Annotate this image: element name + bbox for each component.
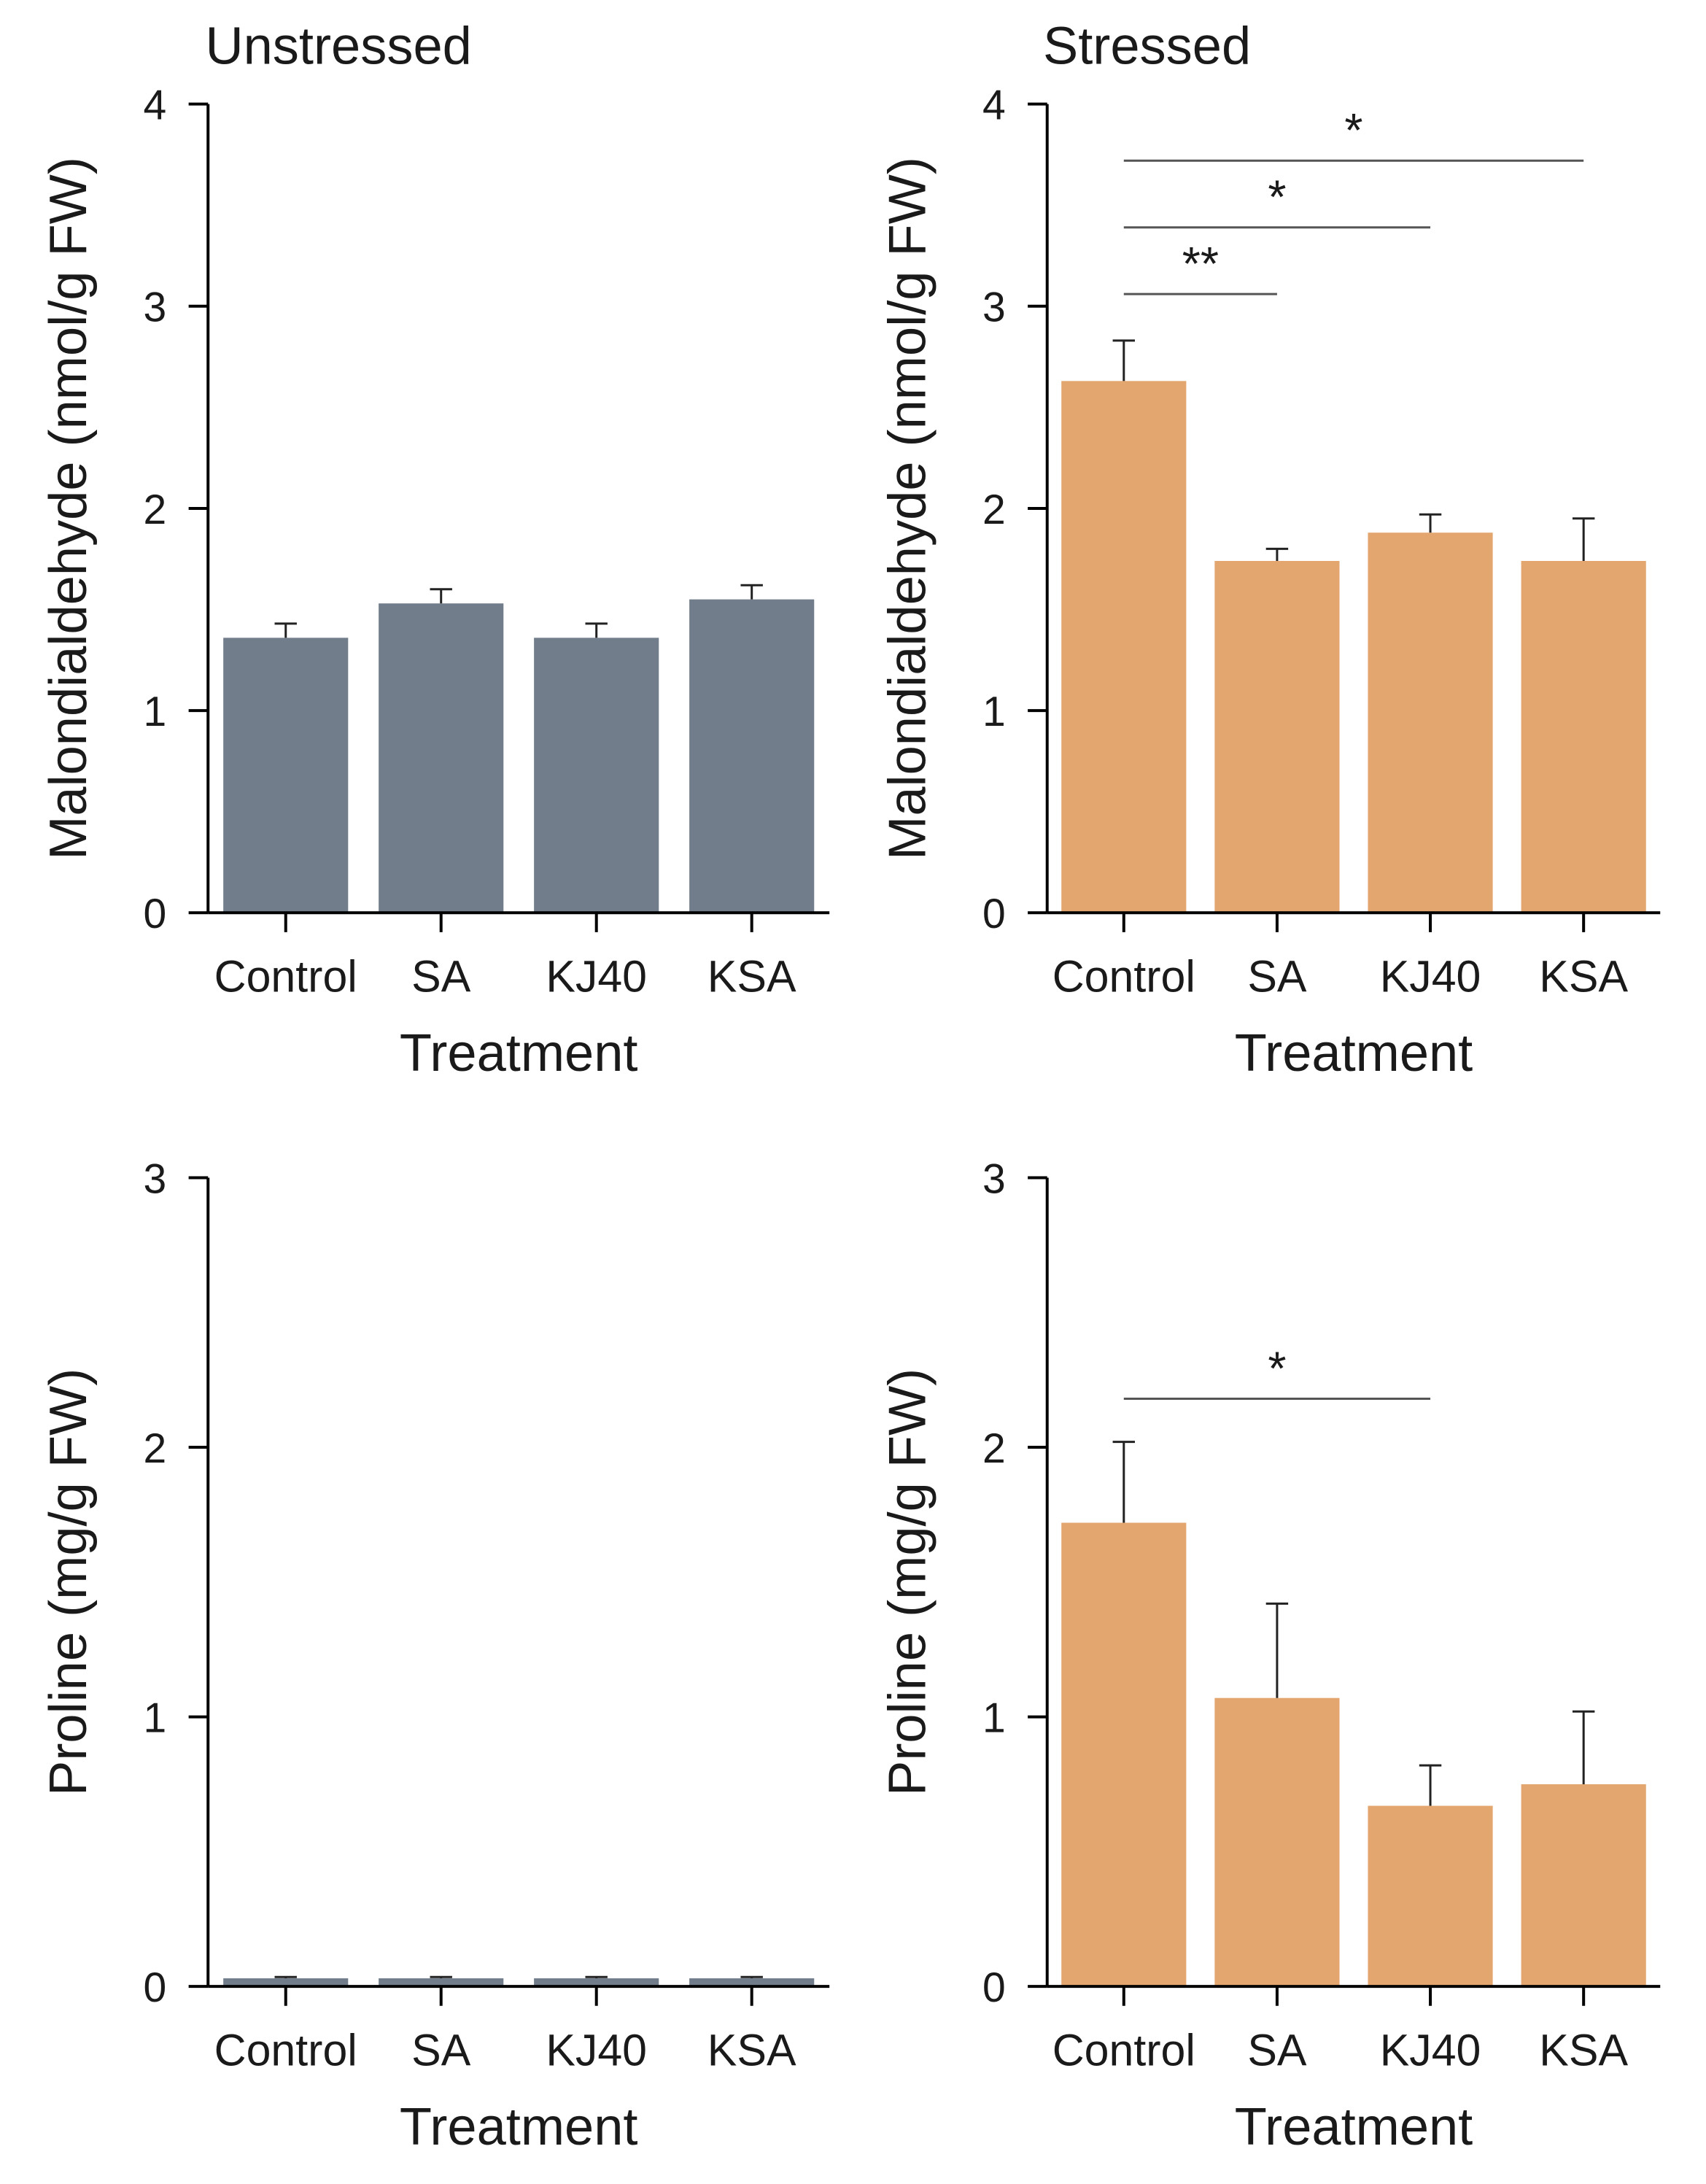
mda-unstressed-y-axis-label: Malondialdehyde (nmol/g FW) — [39, 157, 98, 860]
mda-unstressed-xtick-label-control: Control — [214, 952, 357, 1002]
proline-stressed-bar-control — [1061, 1522, 1187, 1987]
mda-unstressed-ytick-label-2: 2 — [143, 487, 166, 533]
proline-stressed-xtick-label-kj40: KJ40 — [1380, 2026, 1481, 2075]
mda-stressed-bar-control — [1061, 381, 1187, 913]
proline-stressed-xtick-label-control: Control — [1052, 2026, 1195, 2075]
mda-stressed-significance-label-2: * — [1344, 104, 1362, 157]
mda-unstressed-xtick-label-kj40: KJ40 — [546, 952, 647, 1002]
proline-unstressed-ytick-label-0: 0 — [143, 1964, 166, 2011]
mda-unstressed-xtick-label-ksa: KSA — [707, 952, 796, 1002]
proline-stressed-x-axis-label: Treatment — [1235, 2098, 1473, 2156]
mda-stressed-ytick-label-0: 0 — [982, 891, 1006, 937]
proline-unstressed-bar-control — [223, 1978, 349, 1987]
mda-stressed-xtick-label-control: Control — [1052, 952, 1195, 1002]
proline-unstressed-bar-sa — [379, 1978, 504, 1987]
proline-unstressed-ytick-label-3: 3 — [143, 1155, 166, 1202]
mda-unstressed-x-axis-label: Treatment — [400, 1024, 638, 1083]
mda-stressed-xtick-label-sa: SA — [1247, 952, 1307, 1002]
mda-unstressed-title: Unstressed — [205, 17, 471, 75]
mda-stressed-significance-label-0: ** — [1182, 237, 1219, 290]
proline-stressed-ytick-label-1: 1 — [982, 1695, 1006, 1741]
proline-stressed-ytick-label-2: 2 — [982, 1425, 1006, 1472]
proline-unstressed-ytick-label-2: 2 — [143, 1425, 166, 1472]
mda-stressed-bar-ksa — [1521, 561, 1646, 913]
proline-stressed-bar-sa — [1214, 1697, 1340, 1987]
mda-unstressed-bar-sa — [379, 603, 504, 913]
mda-stressed-xtick-label-ksa: KSA — [1539, 952, 1628, 1002]
mda-stressed-bar-sa — [1214, 561, 1340, 913]
mda-unstressed-bar-ksa — [689, 599, 815, 913]
proline-unstressed-bar-kj40 — [534, 1978, 659, 1987]
mda-unstressed-ytick-label-1: 1 — [143, 689, 166, 735]
mda-unstressed-ytick-label-0: 0 — [143, 891, 166, 937]
proline-unstressed-xtick-label-kj40: KJ40 — [546, 2026, 647, 2075]
proline-unstressed-xtick-label-ksa: KSA — [707, 2026, 796, 2075]
mda-stressed-title: Stressed — [1043, 17, 1251, 75]
proline-stressed-significance-label-0: * — [1268, 1341, 1286, 1395]
mda-stressed-bar-kj40 — [1368, 533, 1493, 913]
proline-unstressed-xtick-label-sa: SA — [411, 2026, 471, 2075]
mda-unstressed-ytick-label-3: 3 — [143, 284, 166, 331]
mda-stressed-ytick-label-3: 3 — [982, 284, 1006, 331]
proline-stressed-xtick-label-sa: SA — [1247, 2026, 1307, 2075]
mda-stressed-x-axis-label: Treatment — [1235, 1024, 1473, 1083]
proline-stressed-ytick-label-0: 0 — [982, 1964, 1006, 2011]
proline-unstressed-y-axis-label: Proline (mg/g FW) — [39, 1368, 98, 1796]
proline-stressed-ytick-label-3: 3 — [982, 1155, 1006, 1202]
proline-stressed-xtick-label-ksa: KSA — [1539, 2026, 1628, 2075]
mda-stressed-ytick-label-4: 4 — [982, 82, 1006, 129]
mda-stressed-significance-label-1: * — [1268, 171, 1286, 224]
mda-stressed-y-axis-label: Malondialdehyde (nmol/g FW) — [878, 157, 937, 860]
mda-unstressed-bar-control — [223, 638, 349, 913]
proline-stressed-y-axis-label: Proline (mg/g FW) — [878, 1368, 937, 1796]
proline-unstressed-xtick-label-control: Control — [214, 2026, 357, 2075]
proline-stressed-bar-ksa — [1521, 1784, 1646, 1987]
mda-stressed-ytick-label-1: 1 — [982, 689, 1006, 735]
mda-stressed-ytick-label-2: 2 — [982, 487, 1006, 533]
mda-unstressed-ytick-label-4: 4 — [143, 82, 166, 129]
mda-stressed-xtick-label-kj40: KJ40 — [1380, 952, 1481, 1002]
proline-unstressed-x-axis-label: Treatment — [400, 2098, 638, 2156]
mda-unstressed-bar-kj40 — [534, 638, 659, 913]
proline-unstressed-bar-ksa — [689, 1978, 815, 1987]
mda-unstressed-xtick-label-sa: SA — [411, 952, 471, 1002]
proline-unstressed-ytick-label-1: 1 — [143, 1695, 166, 1741]
proline-stressed-bar-kj40 — [1368, 1805, 1493, 1987]
